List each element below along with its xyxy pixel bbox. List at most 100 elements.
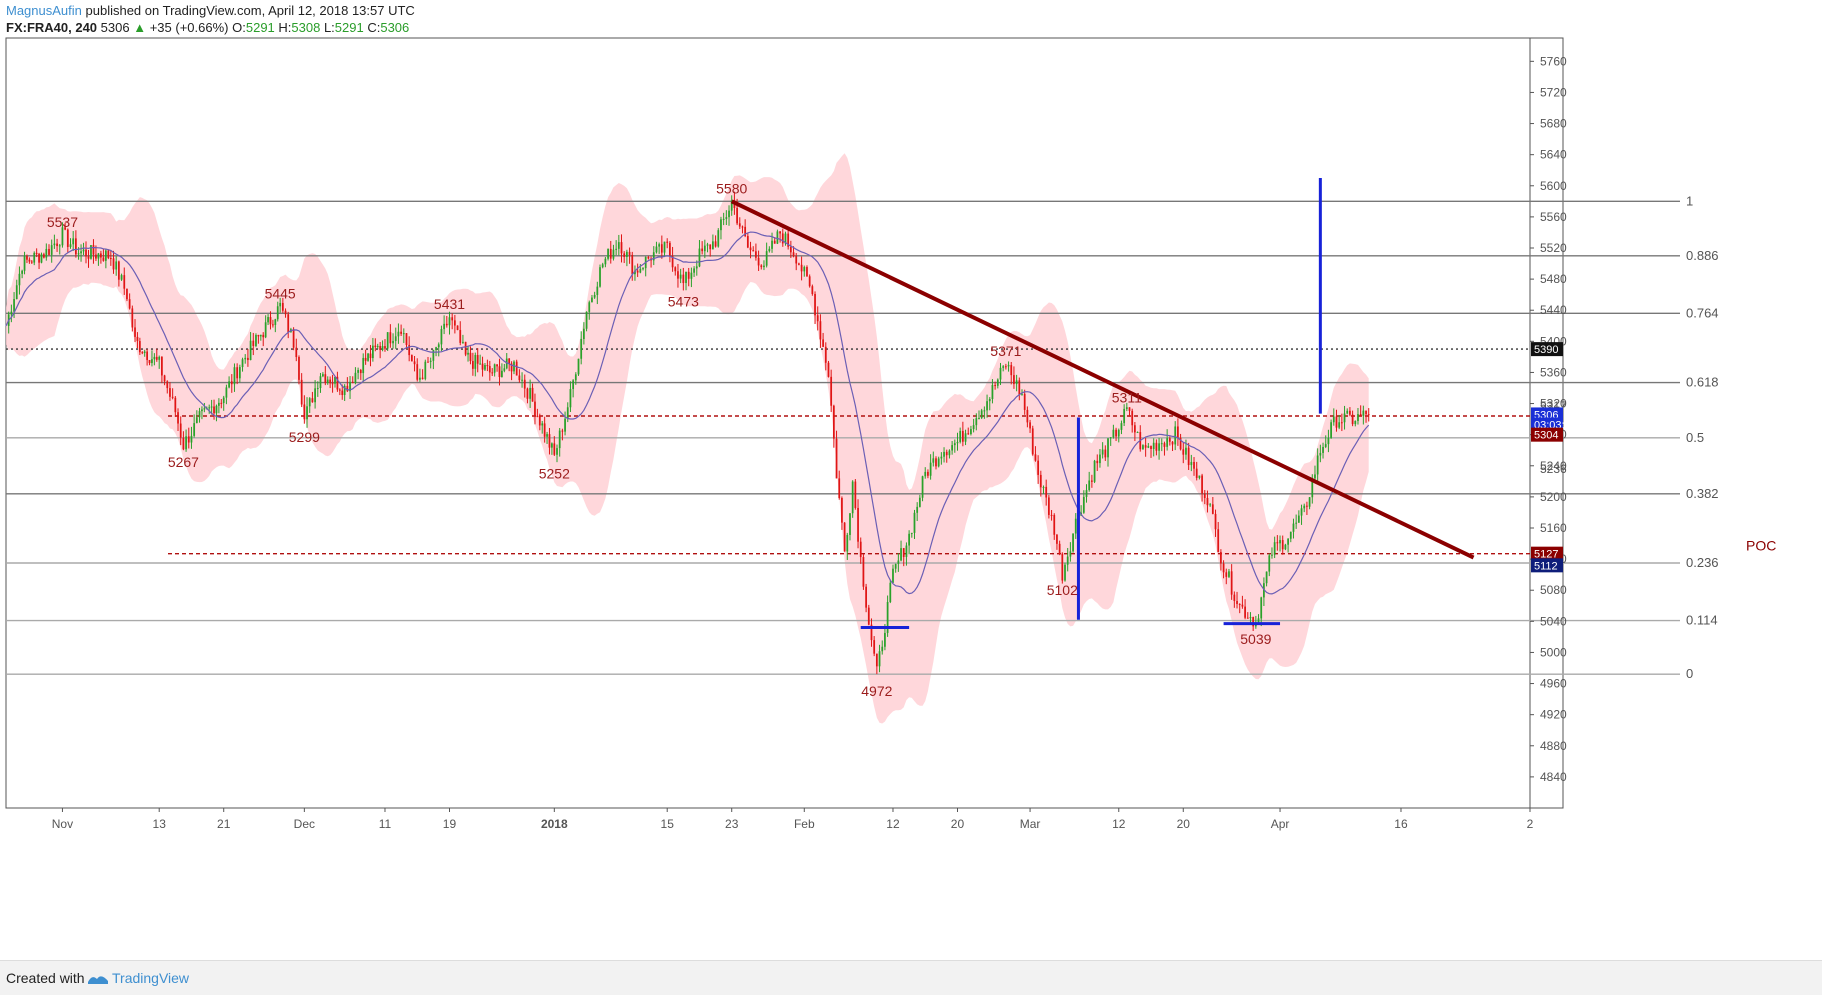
candle-body	[1007, 365, 1010, 367]
peak-label: 5311	[1112, 390, 1142, 406]
candle-body	[1150, 446, 1152, 449]
candle-body	[558, 430, 561, 449]
candle-body	[1338, 422, 1341, 428]
price-badge-label: 5304	[1534, 430, 1558, 442]
candle-body	[830, 376, 833, 406]
candle-body	[182, 437, 185, 450]
candle-body	[543, 423, 546, 437]
candle-body	[795, 256, 798, 264]
y-tick-label: 4960	[1540, 677, 1567, 691]
candle-body	[929, 462, 932, 476]
y-tick-label: 5680	[1540, 117, 1567, 131]
candle-body	[749, 247, 752, 251]
candle-body	[529, 387, 532, 399]
tradingview-link[interactable]: TradingView	[112, 970, 190, 986]
chart-header: MagnusAufin published on TradingView.com…	[6, 2, 415, 36]
candle-body	[1128, 407, 1131, 411]
candle-body	[518, 375, 521, 381]
candle-body	[1295, 522, 1298, 524]
candle-body	[354, 372, 357, 384]
candle-body	[134, 327, 136, 337]
candle-body	[1222, 563, 1225, 573]
candle-body	[163, 375, 166, 382]
candle-body	[902, 548, 905, 557]
candle-body	[666, 241, 669, 243]
candle-body	[469, 352, 472, 362]
candle-body	[287, 314, 290, 333]
candle-body	[663, 241, 666, 253]
price-badge	[1531, 558, 1563, 573]
candle-body	[138, 341, 141, 353]
candle-body	[1225, 572, 1228, 577]
candle-body	[166, 381, 169, 389]
candle-body	[222, 397, 225, 403]
x-tick-label: Apr	[1271, 817, 1290, 831]
peak-label: 4972	[861, 683, 892, 699]
candle-body	[1109, 437, 1112, 439]
x-tick-label: 16	[1394, 817, 1408, 831]
candle-body	[190, 435, 193, 443]
candle-body	[927, 471, 929, 476]
candle-body	[362, 357, 365, 374]
candle-body	[1228, 571, 1230, 577]
candle-body	[841, 498, 843, 523]
candle-body	[72, 238, 75, 245]
candle-body	[1069, 551, 1072, 557]
candle-body	[349, 381, 351, 392]
candle-body	[843, 522, 846, 552]
candle-body	[875, 653, 878, 667]
candle-body	[85, 249, 87, 257]
candle-body	[346, 385, 349, 392]
candle-body	[381, 346, 384, 350]
candle-body	[854, 481, 857, 508]
candle-body	[612, 249, 615, 259]
candle-body	[148, 360, 151, 364]
candle-body	[95, 254, 97, 259]
candle-body	[609, 248, 612, 259]
candle-body	[1093, 460, 1096, 482]
candle-body	[1072, 533, 1074, 552]
candle-body	[1211, 504, 1214, 514]
candle-body	[1201, 475, 1203, 494]
candle-body	[674, 267, 677, 272]
candle-body	[1002, 366, 1005, 368]
price-annotations: 5537 5267 5445 5299 5431 5252 5473 5580 5371 5311…	[47, 180, 1272, 699]
candle-body	[988, 398, 991, 402]
candle-body	[816, 315, 819, 322]
candle-body	[996, 379, 999, 386]
candle-body	[128, 299, 131, 309]
candle-body	[1193, 461, 1195, 469]
candle-body	[660, 244, 663, 253]
candle-body	[746, 236, 749, 248]
open-value: 5291	[245, 20, 275, 35]
candle-body	[1195, 468, 1198, 478]
candle-body	[369, 353, 372, 359]
candle-body	[548, 434, 551, 448]
candle-body	[757, 257, 760, 266]
x-tick-label: Dec	[294, 817, 315, 831]
candle-body	[679, 274, 682, 279]
peak-label: 5580	[716, 180, 747, 196]
candle-body	[1289, 531, 1292, 539]
price-badge	[1531, 546, 1563, 561]
candle-body	[210, 406, 213, 408]
candle-body	[75, 238, 77, 255]
price-badge-label: 5127	[1534, 549, 1558, 561]
candle-body	[33, 252, 36, 263]
candle-body	[703, 245, 706, 252]
y-tick-label: 5160	[1540, 521, 1567, 535]
y-tick-label: 5640	[1540, 148, 1567, 162]
candle-body	[464, 341, 467, 355]
y-tick-label: 5560	[1540, 210, 1567, 224]
candle-body	[367, 353, 369, 361]
candle-body	[916, 506, 919, 513]
candle-body	[1349, 410, 1351, 415]
candle-body	[953, 443, 956, 446]
candle-body	[728, 210, 730, 218]
candle-body	[496, 364, 498, 367]
candle-body	[151, 359, 153, 364]
candle-body	[1147, 446, 1150, 448]
author-link[interactable]: MagnusAufin	[6, 3, 82, 18]
fib-label: 0.5	[1686, 430, 1704, 445]
